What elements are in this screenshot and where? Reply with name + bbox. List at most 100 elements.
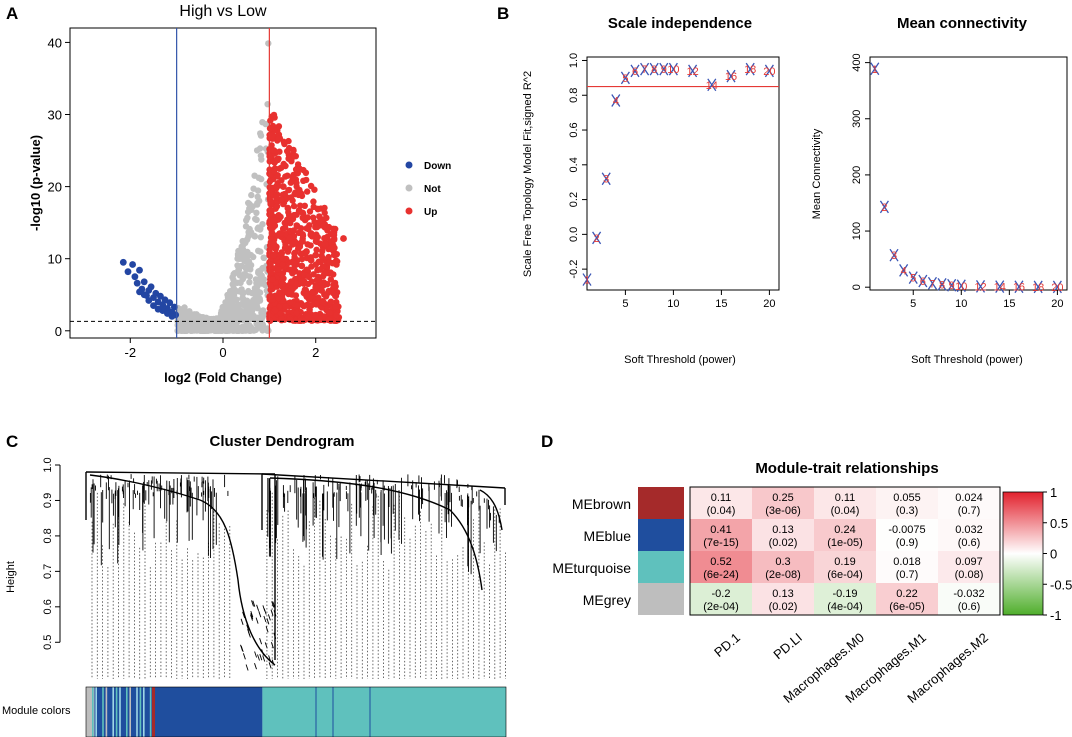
up-point xyxy=(270,240,278,248)
power-point: 5 xyxy=(620,71,630,85)
dendrogram-tip xyxy=(257,654,260,661)
cell-pvalue: (0.6) xyxy=(958,537,981,549)
cell-value: 0.11 xyxy=(711,492,732,504)
module-stripe xyxy=(132,687,135,737)
up-point xyxy=(296,243,304,250)
module-bar-frame xyxy=(85,686,507,737)
heatmap-cell xyxy=(876,583,938,615)
up-point xyxy=(299,214,306,221)
dendrogram-tip xyxy=(251,600,254,607)
heatmap-cell xyxy=(814,519,876,551)
not-point xyxy=(223,321,230,328)
dendrogram-tip xyxy=(268,655,272,662)
not-point xyxy=(240,289,247,297)
up-point xyxy=(288,278,295,285)
cell-pvalue: (7e-15) xyxy=(703,537,738,549)
point-mark-b xyxy=(592,231,602,245)
module-stripe xyxy=(143,687,145,737)
up-point xyxy=(323,214,330,222)
heatmap-title: Module-trait relationships xyxy=(755,460,938,477)
up-point xyxy=(282,303,289,310)
module-stripe xyxy=(109,687,111,737)
point-mark-b xyxy=(582,273,592,286)
cell-value: -0.2 xyxy=(712,588,731,600)
x-tick-label: 20 xyxy=(1051,298,1063,310)
not-point xyxy=(246,279,253,286)
heatmap-cell xyxy=(938,551,1000,583)
up-point xyxy=(314,233,321,241)
volcano-up-points xyxy=(266,111,347,324)
up-point xyxy=(321,240,329,248)
cell-value: 0.13 xyxy=(772,588,793,600)
dendrogram-tip xyxy=(250,614,253,621)
panel-label-c: C xyxy=(6,432,18,451)
cell-pvalue: (0.9) xyxy=(896,537,919,549)
not-point xyxy=(205,315,213,323)
power-point: 3 xyxy=(889,248,899,262)
point-mark-b xyxy=(908,271,918,285)
up-point xyxy=(327,231,335,238)
not-point xyxy=(251,233,259,240)
up-point xyxy=(319,299,327,306)
not-point xyxy=(179,313,186,320)
cell-pvalue: (0.02) xyxy=(769,601,798,613)
power-point: 20 xyxy=(763,64,776,78)
up-point xyxy=(293,222,301,230)
up-point xyxy=(276,148,283,155)
point-mark-b xyxy=(726,69,736,83)
up-point xyxy=(281,219,288,227)
module-swatch xyxy=(638,519,684,551)
down-point xyxy=(140,278,148,286)
not-point xyxy=(251,303,259,310)
up-point xyxy=(298,255,306,263)
x-tick-label: 20 xyxy=(763,298,775,310)
point-mark-b xyxy=(620,71,630,85)
not-point xyxy=(250,253,257,261)
power-label: 7 xyxy=(642,64,648,76)
up-point xyxy=(268,142,275,149)
dendrogram-tip xyxy=(273,610,277,617)
dendrogram-tip xyxy=(254,651,258,658)
cell-pvalue: (1e-05) xyxy=(827,537,862,549)
up-point xyxy=(284,172,291,179)
cell-pvalue: (0.08) xyxy=(955,569,984,581)
y-tick-label: 10 xyxy=(48,252,62,267)
up-point xyxy=(275,123,283,130)
up-point xyxy=(279,270,287,277)
scale-independence-title: Scale independence xyxy=(608,15,752,32)
up-point xyxy=(321,209,328,217)
not-point xyxy=(257,225,264,232)
connectivity-y-label: Mean Connectivity xyxy=(811,128,823,219)
not-point xyxy=(246,225,253,233)
x-tick-label: 5 xyxy=(622,298,628,310)
down-point xyxy=(164,310,171,317)
not-point xyxy=(261,281,269,289)
module-stripe xyxy=(115,687,118,737)
scale-x-label: Soft Threshold (power) xyxy=(624,354,736,366)
dendrogram-tip xyxy=(270,642,274,649)
module-swatch xyxy=(638,487,684,519)
cell-value: 0.19 xyxy=(834,556,855,568)
not-point xyxy=(227,325,234,332)
volcano-title: High vs Low xyxy=(179,3,267,20)
point-mark-b xyxy=(927,276,938,290)
power-point: 8 xyxy=(937,278,947,291)
power-label: 1 xyxy=(872,64,878,76)
cell-value: -0.0075 xyxy=(888,524,925,536)
up-point xyxy=(287,194,295,201)
not-point xyxy=(259,264,266,272)
cell-value: -0.19 xyxy=(832,588,857,600)
x-tick-label: 2 xyxy=(312,345,319,360)
not-point xyxy=(257,132,265,139)
up-point xyxy=(321,269,329,277)
up-point xyxy=(275,135,282,143)
cell-value: -0.032 xyxy=(953,588,984,600)
up-point xyxy=(286,234,293,241)
not-point xyxy=(243,265,250,273)
not-point xyxy=(245,289,252,296)
not-point xyxy=(204,327,211,334)
up-point xyxy=(290,260,298,267)
module-stripe-brown xyxy=(152,687,155,737)
up-point xyxy=(273,203,281,210)
module-label: MEbrown xyxy=(572,496,631,512)
